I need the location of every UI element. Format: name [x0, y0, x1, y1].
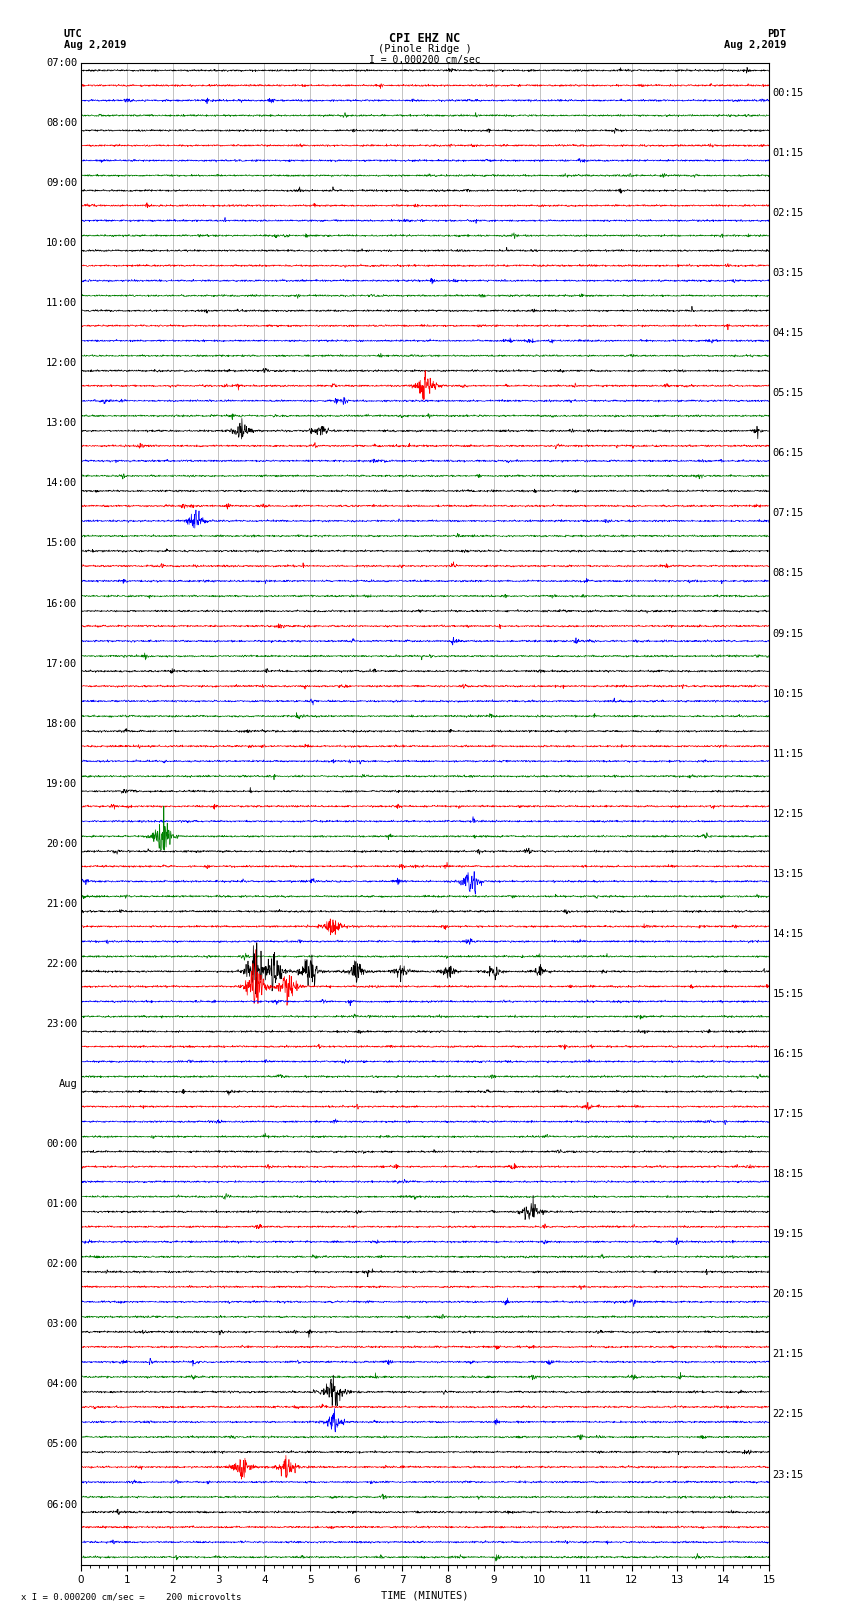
Text: (Pinole Ridge ): (Pinole Ridge ) — [378, 44, 472, 53]
Text: 13:00: 13:00 — [46, 418, 77, 429]
Text: 12:15: 12:15 — [773, 808, 804, 819]
Text: 08:00: 08:00 — [46, 118, 77, 127]
Text: 23:00: 23:00 — [46, 1019, 77, 1029]
Text: 17:15: 17:15 — [773, 1110, 804, 1119]
Text: 03:00: 03:00 — [46, 1319, 77, 1329]
Text: 21:15: 21:15 — [773, 1350, 804, 1360]
X-axis label: TIME (MINUTES): TIME (MINUTES) — [382, 1590, 468, 1600]
Text: x I = 0.000200 cm/sec =    200 microvolts: x I = 0.000200 cm/sec = 200 microvolts — [21, 1592, 241, 1602]
Text: 18:00: 18:00 — [46, 719, 77, 729]
Text: 06:00: 06:00 — [46, 1500, 77, 1510]
Text: 07:15: 07:15 — [773, 508, 804, 518]
Text: Aug 2,2019: Aug 2,2019 — [64, 40, 127, 50]
Text: 18:15: 18:15 — [773, 1169, 804, 1179]
Text: CPI EHZ NC: CPI EHZ NC — [389, 32, 461, 45]
Text: 20:00: 20:00 — [46, 839, 77, 848]
Text: 20:15: 20:15 — [773, 1289, 804, 1300]
Text: Aug 2,2019: Aug 2,2019 — [723, 40, 786, 50]
Text: 11:15: 11:15 — [773, 748, 804, 758]
Text: 19:00: 19:00 — [46, 779, 77, 789]
Text: 05:00: 05:00 — [46, 1439, 77, 1450]
Text: 10:00: 10:00 — [46, 239, 77, 248]
Text: 14:00: 14:00 — [46, 479, 77, 489]
Text: 04:00: 04:00 — [46, 1379, 77, 1389]
Text: 13:15: 13:15 — [773, 869, 804, 879]
Text: PDT: PDT — [768, 29, 786, 39]
Text: 04:15: 04:15 — [773, 327, 804, 339]
Text: 15:15: 15:15 — [773, 989, 804, 998]
Text: 01:15: 01:15 — [773, 148, 804, 158]
Text: 05:15: 05:15 — [773, 389, 804, 398]
Text: 11:00: 11:00 — [46, 298, 77, 308]
Text: 02:15: 02:15 — [773, 208, 804, 218]
Text: 03:15: 03:15 — [773, 268, 804, 277]
Text: 08:15: 08:15 — [773, 568, 804, 579]
Text: 01:00: 01:00 — [46, 1198, 77, 1210]
Text: 21:00: 21:00 — [46, 898, 77, 908]
Text: Aug: Aug — [59, 1079, 77, 1089]
Text: 22:15: 22:15 — [773, 1410, 804, 1419]
Text: 17:00: 17:00 — [46, 658, 77, 668]
Text: 00:00: 00:00 — [46, 1139, 77, 1148]
Text: 09:15: 09:15 — [773, 629, 804, 639]
Text: 19:15: 19:15 — [773, 1229, 804, 1239]
Text: 02:00: 02:00 — [46, 1260, 77, 1269]
Text: 09:00: 09:00 — [46, 177, 77, 189]
Text: 10:15: 10:15 — [773, 689, 804, 698]
Text: 07:00: 07:00 — [46, 58, 77, 68]
Text: 16:15: 16:15 — [773, 1048, 804, 1060]
Text: 14:15: 14:15 — [773, 929, 804, 939]
Text: I = 0.000200 cm/sec: I = 0.000200 cm/sec — [369, 55, 481, 65]
Text: 00:15: 00:15 — [773, 89, 804, 98]
Text: 22:00: 22:00 — [46, 960, 77, 969]
Text: 16:00: 16:00 — [46, 598, 77, 608]
Text: 23:15: 23:15 — [773, 1469, 804, 1479]
Text: UTC: UTC — [64, 29, 82, 39]
Text: 15:00: 15:00 — [46, 539, 77, 548]
Text: 12:00: 12:00 — [46, 358, 77, 368]
Text: 06:15: 06:15 — [773, 448, 804, 458]
